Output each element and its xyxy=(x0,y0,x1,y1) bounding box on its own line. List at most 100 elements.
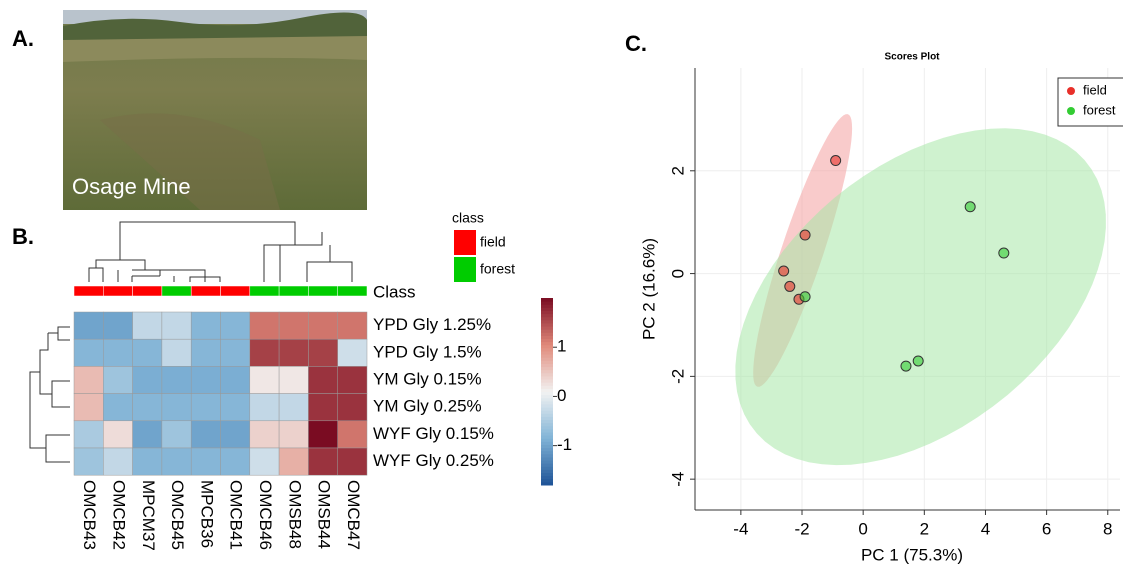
heat-cell xyxy=(132,338,163,367)
heat-cell xyxy=(132,393,163,422)
heat-cell xyxy=(220,338,251,367)
heat-cell xyxy=(161,311,192,340)
heat-cell xyxy=(337,447,368,476)
point xyxy=(964,201,976,213)
row-label: YPD Gly 1.5% xyxy=(373,342,482,361)
colorbar-step xyxy=(541,298,553,302)
colorbar-step xyxy=(541,304,553,308)
x-tick-label: 0 xyxy=(858,519,867,538)
colorbar-step xyxy=(541,341,553,346)
colorbar-step xyxy=(541,391,553,396)
colorbar-step xyxy=(541,419,553,424)
colorbar-step xyxy=(541,319,553,324)
heat-cell xyxy=(308,447,338,476)
heat-cell xyxy=(132,420,163,449)
heat-cell xyxy=(278,447,309,476)
heat-cell xyxy=(132,447,163,476)
colorbar-step xyxy=(541,463,553,467)
heat-cell xyxy=(278,338,309,367)
colorbar-step xyxy=(541,385,553,389)
x-tick-label: -2 xyxy=(794,519,809,538)
x-axis-label: PC 1 (75.3%) xyxy=(861,545,963,564)
heat-cell xyxy=(308,338,338,367)
y-tick-label: -2 xyxy=(668,369,687,384)
class-cell xyxy=(190,285,221,297)
colorbar-step xyxy=(541,326,553,330)
panel-label: A. xyxy=(12,26,34,51)
heat-cell xyxy=(103,447,133,476)
class-cell xyxy=(103,285,133,297)
photo: Osage Mine xyxy=(63,10,367,210)
heat-cell xyxy=(103,311,133,340)
heat-cell xyxy=(249,447,280,476)
heat-cell xyxy=(190,338,221,367)
colorbar-step xyxy=(541,422,553,427)
heat-cell xyxy=(337,366,368,394)
column-label: OMCB46 xyxy=(256,480,275,550)
point xyxy=(830,155,842,167)
heat-cell xyxy=(249,338,280,367)
heat-cell xyxy=(220,420,251,449)
heat-cell xyxy=(73,420,104,449)
colorbar-step xyxy=(541,469,553,474)
legend-label: forest xyxy=(480,261,515,277)
colorbar-step xyxy=(541,407,553,411)
x-tick-label: -4 xyxy=(733,519,748,538)
colorbar-tick-label: -1 xyxy=(557,435,572,454)
legend-label: field xyxy=(480,234,506,250)
colorbar-step xyxy=(541,481,553,486)
legend-swatch xyxy=(454,257,476,282)
colorbar-step xyxy=(541,354,553,358)
heat-cell xyxy=(220,447,251,476)
class-cell xyxy=(308,285,338,297)
column-label: OMCB45 xyxy=(168,480,187,550)
legend-label: field xyxy=(1083,82,1107,97)
column-label: OMCB41 xyxy=(227,480,246,550)
heat-cell xyxy=(103,420,133,449)
colorbar-step xyxy=(541,316,553,321)
point xyxy=(912,355,924,367)
class-cell xyxy=(220,285,251,297)
heat-cell xyxy=(220,366,251,394)
column-label: MPCB36 xyxy=(197,480,216,548)
colorbar-step xyxy=(541,332,553,336)
legend-marker xyxy=(1067,107,1075,115)
class-cell xyxy=(161,285,192,297)
row-label: YM Gly 0.15% xyxy=(373,369,482,388)
colorbar-step xyxy=(541,397,553,402)
heat-cell xyxy=(337,311,368,340)
x-tick-label: 2 xyxy=(920,519,929,538)
colorbar-step xyxy=(541,453,553,458)
heat-cell xyxy=(278,366,309,394)
colorbar-step xyxy=(541,403,553,408)
heat-cell xyxy=(103,393,133,422)
heat-cell xyxy=(161,366,192,394)
heat-cell xyxy=(249,366,280,394)
colorbar-step xyxy=(541,335,553,340)
y-tick-label: 0 xyxy=(668,269,687,278)
class-cell xyxy=(337,285,368,297)
heat-cell xyxy=(190,311,221,340)
heat-cell xyxy=(278,420,309,449)
x-tick-label: 6 xyxy=(1042,519,1051,538)
point xyxy=(784,280,796,292)
heat-cell xyxy=(308,366,338,394)
colorbar-step xyxy=(541,450,553,455)
heat-cell xyxy=(103,338,133,367)
heat-cell xyxy=(73,338,104,367)
heat-cell xyxy=(161,447,192,476)
heat-cell xyxy=(132,311,163,340)
point xyxy=(799,291,811,303)
x-tick-label: 4 xyxy=(981,519,990,538)
panel-label: C. xyxy=(625,31,647,56)
row-label: YPD Gly 1.25% xyxy=(373,315,491,334)
colorbar-step xyxy=(541,475,553,480)
column-label: OMCB47 xyxy=(344,480,363,550)
heat-cell xyxy=(278,311,309,340)
colorbar-step xyxy=(541,441,553,445)
row-label: WYF Gly 0.25% xyxy=(373,451,494,470)
colorbar-step xyxy=(541,428,553,433)
y-tick-label: 2 xyxy=(668,166,687,175)
colorbar-step xyxy=(541,310,553,315)
heat-cell xyxy=(190,393,221,422)
